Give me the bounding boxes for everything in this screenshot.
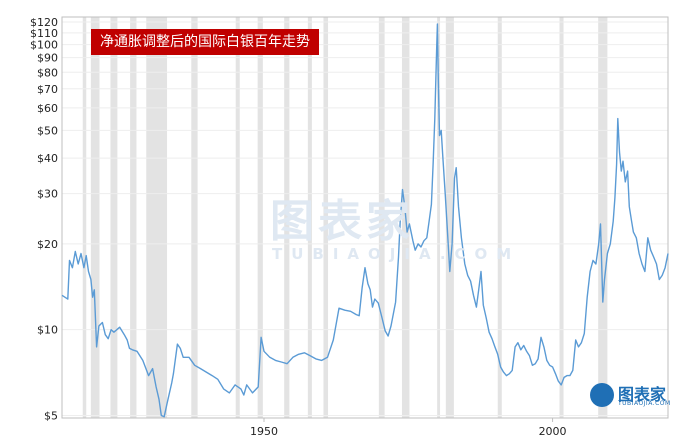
- y-tick-label: $120: [30, 16, 58, 29]
- y-tick-label: $40: [37, 152, 58, 165]
- recession-band: [110, 17, 118, 418]
- recession-band: [307, 17, 312, 418]
- recession-band: [146, 17, 168, 418]
- y-tick-label: $10: [37, 324, 58, 337]
- recession-band: [284, 17, 290, 418]
- x-tick-label: 1950: [250, 425, 278, 438]
- recession-band: [437, 17, 441, 418]
- watermark-text: 图表家: [270, 196, 414, 247]
- recession-band: [257, 17, 263, 418]
- brand-logo[interactable]: 图表家 TUBIAOJIA.COM: [590, 381, 698, 409]
- logo-text: 图表家: [618, 385, 667, 404]
- recession-band: [598, 17, 608, 418]
- y-tick-label: $110: [30, 27, 58, 40]
- head-icon: [590, 383, 614, 407]
- y-tick-label: $60: [37, 102, 58, 115]
- recession-band: [323, 17, 329, 418]
- x-tick-label: 2000: [539, 425, 567, 438]
- y-tick-label: $5: [44, 409, 58, 422]
- recession-band: [445, 17, 454, 418]
- y-tick-label: $30: [37, 188, 58, 201]
- recession-band: [378, 17, 385, 418]
- recession-band: [497, 17, 502, 418]
- recession-band: [130, 17, 137, 418]
- recession-band: [82, 17, 87, 418]
- recession-band: [90, 17, 100, 418]
- plot-frame: [61, 16, 669, 419]
- y-tick-label: $100: [30, 39, 58, 52]
- recession-band: [559, 17, 564, 418]
- chart-title: 净通胀调整后的国际白银百年走势: [91, 29, 319, 55]
- y-tick-label: $70: [37, 83, 58, 96]
- recession-band: [235, 17, 240, 418]
- y-tick-label: $50: [37, 124, 58, 137]
- silver-price-line: [61, 23, 669, 418]
- recession-band: [191, 17, 198, 418]
- watermark-subtext: TUBIAOJIA.COM: [272, 245, 521, 263]
- y-tick-label: $90: [37, 52, 58, 65]
- logo-subtext: TUBIAOJIA.COM: [618, 400, 671, 407]
- y-tick-label: $20: [37, 238, 58, 251]
- y-tick-label: $80: [37, 66, 58, 79]
